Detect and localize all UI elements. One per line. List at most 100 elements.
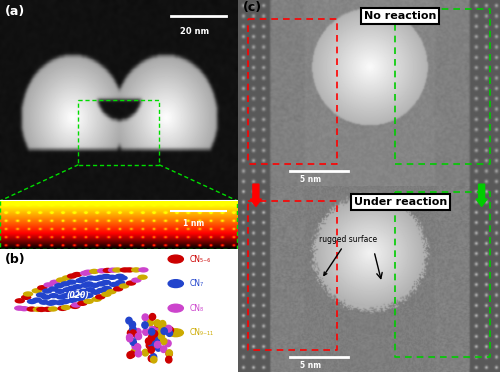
Circle shape [85, 287, 96, 292]
Circle shape [154, 336, 160, 342]
Circle shape [67, 285, 78, 291]
Circle shape [14, 305, 24, 311]
Circle shape [89, 269, 100, 274]
Circle shape [166, 356, 172, 363]
Circle shape [118, 275, 128, 280]
Circle shape [106, 289, 117, 294]
Circle shape [165, 340, 171, 347]
Circle shape [32, 288, 42, 294]
Circle shape [127, 352, 133, 359]
Circle shape [131, 278, 141, 283]
Circle shape [96, 275, 106, 280]
Circle shape [42, 288, 52, 294]
Text: Under reaction: Under reaction [354, 197, 447, 207]
Circle shape [149, 344, 156, 350]
Circle shape [36, 307, 46, 312]
Text: (b): (b) [5, 253, 25, 266]
Circle shape [32, 297, 42, 303]
Circle shape [142, 314, 148, 321]
Circle shape [150, 314, 156, 320]
Circle shape [147, 320, 154, 326]
Circle shape [134, 333, 140, 339]
Circle shape [60, 299, 70, 304]
Circle shape [142, 322, 148, 328]
Circle shape [83, 269, 94, 275]
Circle shape [114, 273, 125, 279]
Circle shape [120, 267, 130, 273]
Circle shape [126, 334, 133, 341]
Circle shape [84, 281, 94, 286]
Circle shape [83, 293, 94, 298]
Circle shape [158, 322, 164, 329]
Circle shape [158, 324, 164, 331]
Circle shape [148, 328, 155, 335]
Circle shape [80, 283, 90, 288]
Circle shape [128, 351, 135, 358]
Circle shape [101, 274, 112, 279]
Circle shape [65, 292, 76, 297]
Circle shape [44, 282, 54, 288]
Circle shape [102, 268, 113, 273]
Circle shape [135, 328, 141, 335]
Circle shape [131, 267, 141, 273]
Circle shape [166, 330, 172, 336]
Circle shape [154, 321, 161, 327]
Circle shape [136, 333, 141, 340]
Circle shape [54, 289, 65, 294]
Text: (c): (c) [243, 1, 262, 14]
Circle shape [130, 339, 136, 345]
Circle shape [92, 296, 102, 302]
Circle shape [112, 267, 122, 273]
Circle shape [37, 285, 48, 291]
Circle shape [126, 280, 136, 286]
Circle shape [38, 299, 49, 305]
Circle shape [130, 326, 136, 333]
Circle shape [62, 275, 72, 280]
Circle shape [76, 278, 86, 283]
Circle shape [74, 296, 85, 302]
Text: rugged surface: rugged surface [318, 235, 377, 275]
Circle shape [90, 289, 101, 295]
Circle shape [67, 298, 78, 303]
Circle shape [61, 293, 72, 298]
Circle shape [107, 275, 118, 280]
Circle shape [56, 294, 66, 300]
Circle shape [119, 283, 130, 289]
Circle shape [146, 342, 152, 349]
Circle shape [160, 321, 166, 327]
Circle shape [48, 293, 59, 298]
Circle shape [78, 276, 88, 282]
Circle shape [66, 279, 77, 285]
Circle shape [154, 341, 160, 348]
Circle shape [72, 284, 83, 289]
Circle shape [113, 286, 124, 292]
Circle shape [60, 281, 70, 286]
Circle shape [72, 272, 82, 277]
Circle shape [155, 344, 162, 351]
Circle shape [158, 333, 164, 340]
Circle shape [91, 276, 102, 281]
Circle shape [160, 346, 167, 353]
Circle shape [108, 267, 118, 273]
Circle shape [70, 290, 80, 295]
Circle shape [26, 307, 37, 312]
Circle shape [160, 338, 167, 344]
Text: CN₅₋₆: CN₅₋₆ [190, 254, 211, 263]
Circle shape [154, 320, 160, 327]
Circle shape [138, 275, 148, 280]
Circle shape [54, 283, 64, 288]
Circle shape [148, 355, 154, 362]
Circle shape [128, 330, 134, 336]
Circle shape [109, 282, 120, 287]
Circle shape [19, 306, 30, 311]
Circle shape [142, 349, 148, 356]
Circle shape [70, 304, 80, 309]
Circle shape [60, 305, 71, 310]
Circle shape [42, 307, 53, 312]
Circle shape [164, 326, 170, 332]
Circle shape [136, 350, 141, 357]
Circle shape [50, 280, 60, 285]
Circle shape [167, 327, 173, 334]
Text: 1 nm: 1 nm [183, 219, 204, 228]
Circle shape [161, 328, 168, 334]
